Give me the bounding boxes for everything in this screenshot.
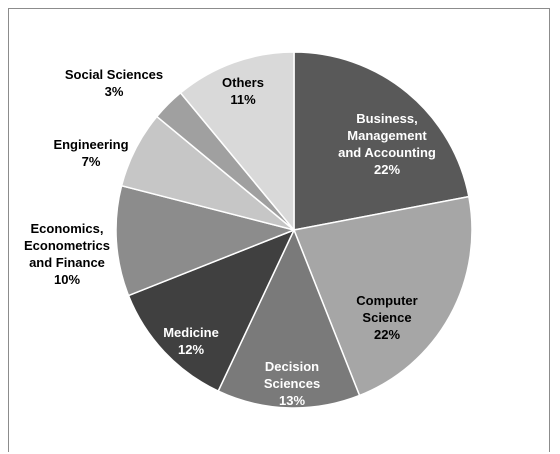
- pie-labels: Business, Management and Accounting 22%Comp…: [24, 67, 436, 408]
- slice-label-line: and Finance: [29, 255, 105, 270]
- slice-label-line: 3%: [105, 84, 124, 99]
- slice-label-line: Sciences: [264, 376, 320, 391]
- slice-label-line: 10%: [54, 272, 80, 287]
- slice-label-line: Medicine: [163, 325, 219, 340]
- pie-slices: [115, 51, 473, 409]
- slice-label-6: Social Sciences 3%: [65, 67, 163, 99]
- slice-label-0: Business, Management and Accounting 22%: [338, 111, 436, 177]
- pie-slice-1: [292, 195, 473, 397]
- slice-label-line: Decision: [265, 359, 319, 374]
- slice-label-7: Others 11%: [222, 75, 264, 107]
- pie-slice-3: [127, 228, 296, 393]
- slice-label-line: Science: [362, 310, 411, 325]
- slice-label-2: Decision Sciences 13%: [264, 359, 320, 408]
- slice-label-line: Others: [222, 75, 264, 90]
- slice-label-line: and Accounting: [338, 145, 436, 160]
- slice-label-3: Medicine 12%: [163, 325, 219, 357]
- pie-slice-0: [293, 51, 470, 231]
- slice-label-line: 12%: [178, 342, 204, 357]
- pie-slice-4: [115, 184, 297, 297]
- slice-label-line: 11%: [230, 92, 256, 107]
- slice-label-4: Economics, Econometrics and Finance 10%: [24, 221, 110, 287]
- pie-slice-7: [179, 51, 295, 233]
- slice-label-line: Management: [347, 128, 427, 143]
- slice-label-line: Economics,: [31, 221, 104, 236]
- pie-slice-2: [217, 228, 361, 409]
- slice-label-line: 13%: [279, 393, 305, 408]
- slice-label-line: Computer: [356, 293, 417, 308]
- slice-label-line: 7%: [82, 154, 101, 169]
- slice-label-line: 22%: [374, 327, 400, 342]
- slice-label-line: Econometrics: [24, 238, 110, 253]
- slice-label-5: Engineering 7%: [53, 137, 128, 169]
- chart-frame: Business, Management and Accounting 22% Comp…: [8, 8, 550, 452]
- slice-label-line: Engineering: [53, 137, 128, 152]
- slice-label-line: 22%: [374, 162, 400, 177]
- slice-label-line: Business,: [356, 111, 417, 126]
- slice-label-line: Social Sciences: [65, 67, 163, 82]
- pie-chart: Business, Management and Accounting 22%Comp…: [24, 51, 473, 409]
- slice-label-1: Computer Science 22%: [356, 293, 417, 342]
